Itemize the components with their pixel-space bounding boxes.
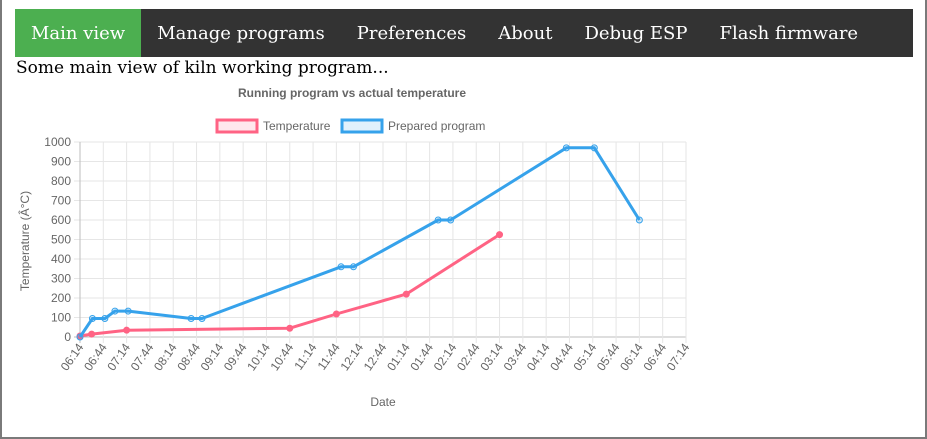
series-line-prepared-program bbox=[78, 146, 641, 338]
x-tick-label: 03:14 bbox=[477, 340, 506, 373]
x-axis-label: Date bbox=[370, 395, 396, 409]
data-point-temperature[interactable] bbox=[332, 310, 340, 318]
data-point-prepared-program[interactable] bbox=[337, 263, 345, 271]
x-tick-label: 12:14 bbox=[337, 340, 366, 373]
x-tick-label: 08:14 bbox=[151, 340, 180, 373]
x-tick-label: 06:14 bbox=[617, 340, 646, 373]
data-point-temperature[interactable] bbox=[402, 290, 410, 298]
x-tick-label: 07:44 bbox=[128, 340, 157, 373]
y-tick-label: 0 bbox=[64, 330, 71, 344]
x-axis-ticks: 06:1406:4407:1407:4408:1408:4409:1409:44… bbox=[58, 340, 693, 373]
nav-about[interactable]: About bbox=[498, 22, 553, 44]
y-tick-label: 600 bbox=[51, 213, 71, 227]
data-point-temperature[interactable] bbox=[496, 231, 504, 239]
data-point-prepared-program[interactable] bbox=[124, 307, 132, 315]
x-tick-label: 09:14 bbox=[198, 340, 227, 373]
x-tick-label: 02:44 bbox=[454, 340, 483, 373]
y-tick-label: 400 bbox=[51, 252, 71, 266]
x-tick-label: 08:44 bbox=[174, 340, 203, 373]
data-point-prepared-program[interactable] bbox=[635, 216, 643, 224]
y-tick-label: 800 bbox=[51, 174, 71, 188]
nav-preferences[interactable]: Preferences bbox=[356, 22, 467, 44]
chart-legend: Temperature Prepared program bbox=[215, 118, 485, 134]
x-tick-label: 11:14 bbox=[291, 340, 319, 372]
data-point-prepared-program[interactable] bbox=[111, 307, 119, 315]
x-tick-label: 04:14 bbox=[524, 340, 553, 373]
x-tick-label: 06:14 bbox=[58, 340, 87, 373]
data-point-prepared-program[interactable] bbox=[562, 144, 570, 152]
y-tick-label: 300 bbox=[51, 272, 71, 286]
data-point-prepared-program[interactable] bbox=[198, 314, 206, 322]
x-tick-label: 10:44 bbox=[268, 340, 297, 373]
data-point-temperature[interactable] bbox=[123, 326, 131, 334]
data-point-prepared-program[interactable] bbox=[76, 333, 84, 341]
x-tick-label: 11:44 bbox=[315, 340, 343, 372]
legend-label-temperature[interactable]: Temperature bbox=[263, 119, 331, 133]
x-tick-label: 12:44 bbox=[361, 340, 390, 373]
legend-swatch-temperature[interactable] bbox=[215, 118, 259, 134]
top-navbar: Main view Manage programs Preferences Ab… bbox=[15, 9, 913, 57]
y-tick-label: 500 bbox=[51, 233, 71, 247]
data-point-prepared-program[interactable] bbox=[447, 216, 455, 224]
data-point-temperature[interactable] bbox=[286, 324, 294, 332]
chart-grid bbox=[74, 141, 687, 343]
nav-debug-esp[interactable]: Debug ESP bbox=[584, 22, 688, 44]
y-tick-label: 1000 bbox=[44, 135, 71, 149]
chart-series bbox=[76, 144, 643, 341]
window-frame-right bbox=[925, 0, 927, 439]
x-tick-label: 07:14 bbox=[664, 340, 693, 373]
legend-swatch-prepared-program[interactable] bbox=[340, 118, 384, 134]
data-point-prepared-program[interactable] bbox=[88, 314, 96, 322]
y-axis-label: Temperature (Â°C) bbox=[17, 191, 32, 291]
data-point-prepared-program[interactable] bbox=[101, 314, 109, 322]
y-tick-label: 100 bbox=[51, 311, 71, 325]
x-tick-label: 06:44 bbox=[81, 340, 110, 373]
x-tick-label: 09:44 bbox=[221, 340, 250, 373]
data-point-temperature[interactable] bbox=[88, 330, 96, 338]
data-point-prepared-program[interactable] bbox=[590, 144, 598, 152]
nav-main-view[interactable]: Main view bbox=[15, 9, 142, 57]
data-point-prepared-program[interactable] bbox=[349, 263, 357, 271]
intro-text: Some main view of kiln working program..… bbox=[16, 58, 389, 78]
x-tick-label: 02:14 bbox=[431, 340, 460, 373]
nav-manage-programs[interactable]: Manage programs bbox=[157, 22, 325, 44]
window-frame-bottom bbox=[0, 437, 927, 439]
x-tick-label: 06:44 bbox=[640, 340, 669, 373]
data-point-prepared-program[interactable] bbox=[187, 314, 195, 322]
window-frame-left bbox=[0, 0, 2, 439]
x-tick-label: 03:44 bbox=[501, 340, 530, 373]
legend-label-prepared-program[interactable]: Prepared program bbox=[388, 119, 485, 133]
y-tick-label: 900 bbox=[51, 155, 71, 169]
data-point-prepared-program[interactable] bbox=[434, 216, 442, 224]
x-tick-label: 01:14 bbox=[384, 340, 413, 373]
y-tick-label: 200 bbox=[51, 291, 71, 305]
x-tick-label: 05:44 bbox=[594, 340, 623, 373]
y-axis-ticks: 0 100 200 300 400 500 600 700 800 900 1000 bbox=[44, 135, 71, 344]
x-tick-label: 10:14 bbox=[244, 340, 273, 373]
nav-flash-firmware[interactable]: Flash firmware bbox=[719, 22, 859, 44]
x-tick-label: 01:44 bbox=[407, 340, 436, 373]
y-tick-label: 700 bbox=[51, 194, 71, 208]
chart-title: Running program vs actual temperature bbox=[238, 86, 466, 100]
x-tick-label: 05:14 bbox=[571, 340, 600, 373]
x-tick-label: 04:44 bbox=[547, 340, 576, 373]
x-tick-label: 07:14 bbox=[104, 340, 133, 373]
